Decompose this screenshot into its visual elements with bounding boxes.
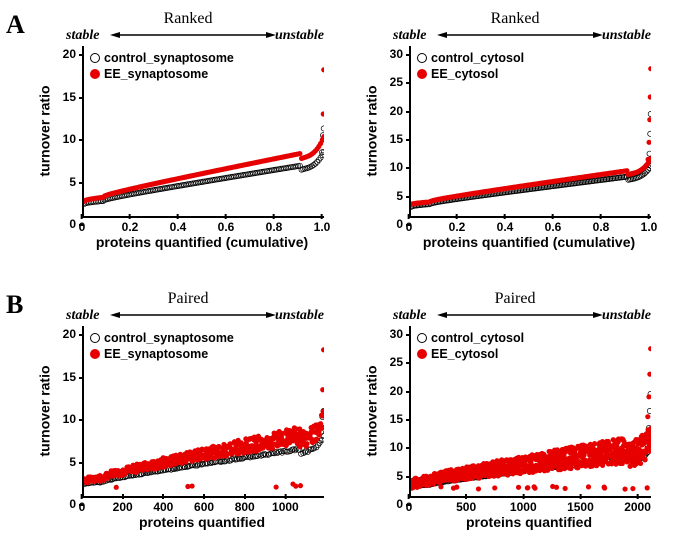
y-ticks: 051015202530 [365,326,405,496]
legend: control_synaptosome EE_synaptosome [90,50,234,82]
row-a: A Ranked stable unstable turnover ratio … [0,0,680,270]
chart-title: Ranked [365,10,665,28]
legend-item-ee: EE_cytosol [417,346,524,362]
open-circle-icon [417,333,427,343]
panel-b-right: Paired stable unstable turnover ratio 05… [365,290,665,540]
x-ticks: 0500100015002000 [409,496,649,512]
legend-item-control: control_synaptosome [90,50,234,66]
unstable-label: unstable [602,308,651,324]
stable-label: stable [393,28,426,44]
unstable-label: unstable [602,28,651,44]
legend-label: EE_synaptosome [104,66,208,82]
legend-label: EE_synaptosome [104,346,208,362]
legend-item-ee: EE_cytosol [417,66,524,82]
legend-item-control: control_cytosol [417,50,524,66]
stable-unstable-labels: stable unstable [38,308,338,324]
x-axis-label: proteins quantified (cumulative) [82,234,322,250]
open-circle-icon [90,333,100,343]
chart-title: Paired [38,290,338,308]
legend-item-ee: EE_synaptosome [90,66,234,82]
legend-label: control_cytosol [431,50,524,66]
panel-a-left: Ranked stable unstable turnover ratio 05… [38,10,338,260]
x-ticks: 00.20.40.60.81.0 [82,216,322,232]
x-axis-label: proteins quantified (cumulative) [409,234,649,250]
filled-circle-icon [90,69,100,79]
x-ticks: 02004006008001000 [82,496,322,512]
legend: control_synaptosome EE_synaptosome [90,330,234,362]
legend-label: control_synaptosome [104,330,234,346]
legend-label: EE_cytosol [431,66,498,82]
open-circle-icon [417,53,427,63]
y-ticks: 05101520 [38,46,78,216]
legend: control_cytosol EE_cytosol [417,50,524,82]
legend: control_cytosol EE_cytosol [417,330,524,362]
filled-circle-icon [417,69,427,79]
panel-label-b: B [6,290,23,320]
filled-circle-icon [90,349,100,359]
y-ticks: 051015202530 [365,46,405,216]
unstable-label: unstable [275,28,324,44]
stable-unstable-labels: stable unstable [38,28,338,44]
filled-circle-icon [417,349,427,359]
legend-label: EE_cytosol [431,346,498,362]
stable-label: stable [66,308,99,324]
legend-label: control_synaptosome [104,50,234,66]
chart-title: Ranked [38,10,338,28]
y-ticks: 05101520 [38,326,78,496]
stable-unstable-labels: stable unstable [365,308,665,324]
x-axis-label: proteins quantified [82,514,322,530]
open-circle-icon [90,53,100,63]
legend-item-control: control_cytosol [417,330,524,346]
x-ticks: 00.20.40.60.81.0 [409,216,649,232]
legend-item-control: control_synaptosome [90,330,234,346]
stable-label: stable [393,308,426,324]
unstable-label: unstable [275,308,324,324]
panel-a-right: Ranked stable unstable turnover ratio 05… [365,10,665,260]
panel-label-a: A [6,10,25,40]
x-axis-label: proteins quantified [409,514,649,530]
figure: A Ranked stable unstable turnover ratio … [0,0,680,559]
chart-title: Paired [365,290,665,308]
row-b: B Paired stable unstable turnover ratio … [0,280,680,550]
stable-unstable-labels: stable unstable [365,28,665,44]
stable-label: stable [66,28,99,44]
legend-label: control_cytosol [431,330,524,346]
panel-b-left: Paired stable unstable turnover ratio 05… [38,290,338,540]
legend-item-ee: EE_synaptosome [90,346,234,362]
